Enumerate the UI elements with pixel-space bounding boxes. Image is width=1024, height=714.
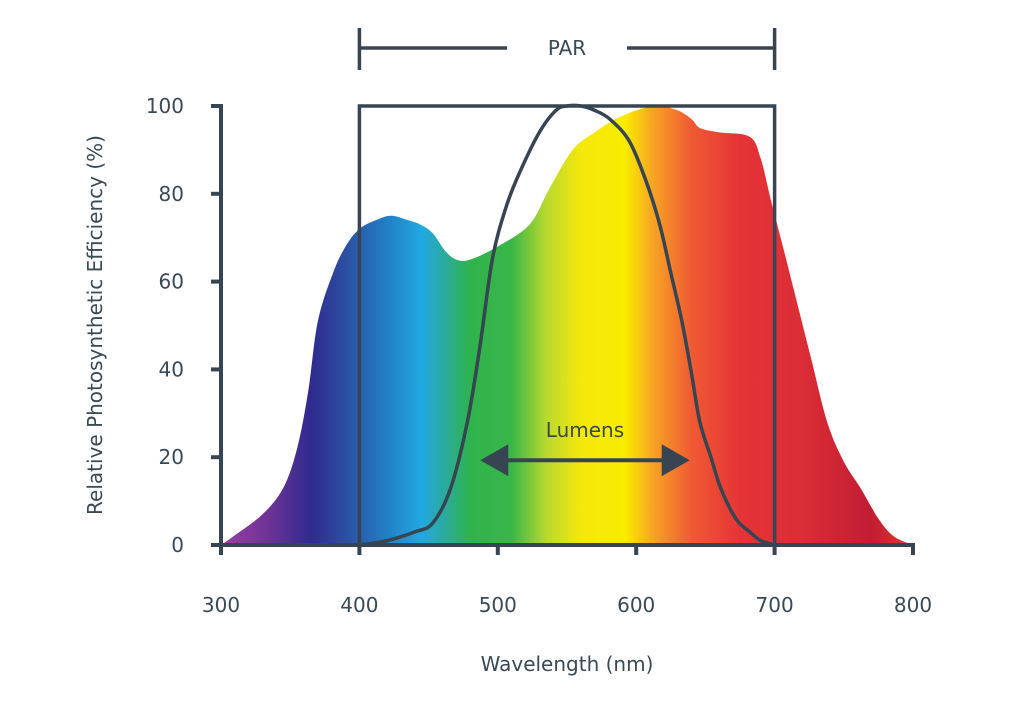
x-axis-label: Wavelength (nm) <box>481 652 654 676</box>
x-tick-label: 300 <box>202 593 240 617</box>
spectrum-area <box>221 106 913 545</box>
y-tick-label: 20 <box>159 445 184 469</box>
lumens-label: Lumens <box>546 418 624 442</box>
x-tick-label: 400 <box>340 593 378 617</box>
y-tick-label: 60 <box>159 270 184 294</box>
y-tick-label: 80 <box>159 182 184 206</box>
y-tick-label: 0 <box>171 533 184 557</box>
y-tick-label: 100 <box>146 94 184 118</box>
par-label: PAR <box>548 36 586 60</box>
x-tick-label: 800 <box>894 593 932 617</box>
par-bracket <box>357 28 777 70</box>
y-tick-label: 40 <box>159 357 184 381</box>
x-tick-label: 700 <box>756 593 794 617</box>
x-tick-label: 500 <box>479 593 517 617</box>
y-axis-label: Relative Photosynthetic Efficiency (%) <box>83 135 107 515</box>
lumens-curve <box>359 103 776 547</box>
x-tick-label: 600 <box>617 593 655 617</box>
